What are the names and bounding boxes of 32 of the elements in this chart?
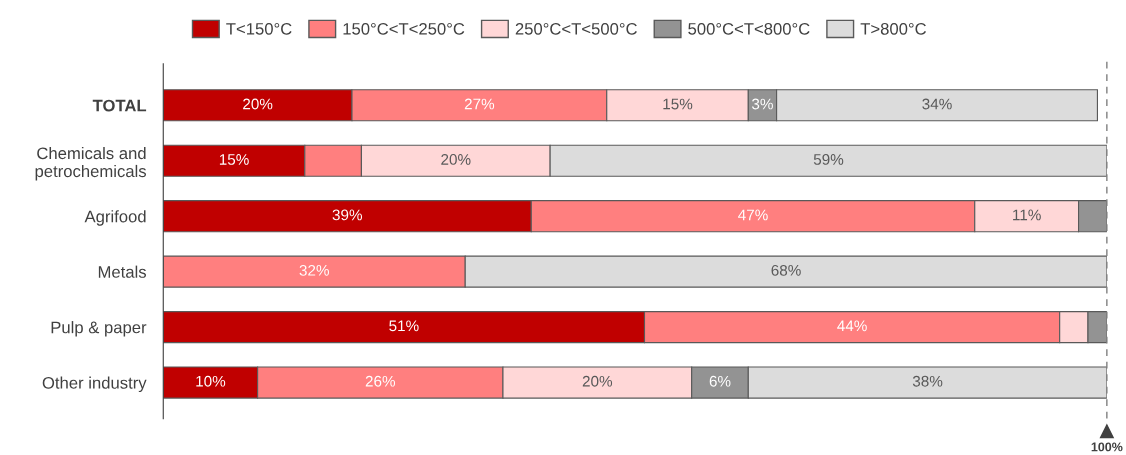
y-tick-label: Pulp & paper: [51, 321, 147, 337]
y-tick-label: Other industry: [42, 376, 147, 393]
data-label: 44%: [837, 320, 867, 332]
data-label: 38%: [912, 375, 943, 387]
data-label: 11%: [1013, 209, 1041, 221]
data-label: 27%: [464, 98, 495, 110]
data-label: 34%: [922, 98, 952, 110]
legend-label: 500°C<T<800°C: [688, 22, 810, 35]
data-label: 3%: [751, 98, 773, 110]
data-label: 26%: [365, 375, 396, 387]
legend-label: T>800°C: [860, 22, 927, 35]
data-label: 59%: [813, 154, 844, 165]
legend-label: 150°C<T<250°C: [343, 22, 465, 35]
data-label: 32%: [299, 264, 329, 276]
ref-line-label: 100%: [1091, 442, 1123, 452]
data-label: 20%: [243, 98, 273, 110]
data-label: 39%: [332, 209, 363, 221]
legend-label: 250°C<T<500°C: [515, 22, 637, 35]
data-label: 20%: [582, 375, 613, 387]
data-label: 47%: [738, 209, 768, 221]
y-tick-label: Agrifood: [84, 210, 146, 226]
y-tick-label: TOTAL: [92, 99, 147, 112]
data-label: 10%: [196, 375, 226, 387]
y-tick-label: Chemicals and petrochemicals: [35, 146, 147, 181]
data-label: 6%: [709, 375, 731, 387]
data-label: 68%: [771, 264, 801, 276]
data-label: 20%: [441, 154, 471, 165]
data-label: 15%: [219, 154, 249, 165]
y-tick-label: Metals: [98, 265, 146, 278]
legend-label: T<150°C: [226, 22, 292, 35]
data-label: 15%: [663, 98, 693, 110]
data-label: 51%: [389, 320, 419, 332]
